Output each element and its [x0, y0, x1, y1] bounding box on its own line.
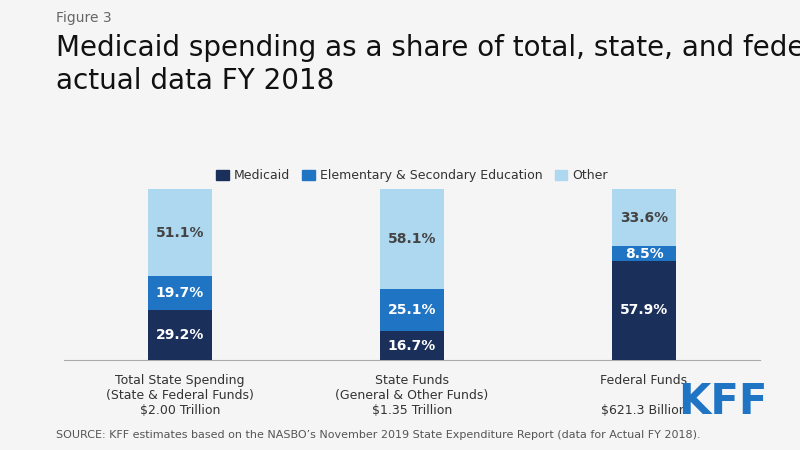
- Text: KFF: KFF: [678, 381, 768, 423]
- Bar: [611, 261, 677, 360]
- Text: 25.1%: 25.1%: [388, 303, 436, 317]
- Text: 33.6%: 33.6%: [620, 211, 668, 225]
- Text: 58.1%: 58.1%: [388, 232, 436, 246]
- Bar: [611, 247, 677, 261]
- Bar: [611, 189, 677, 247]
- Bar: [147, 189, 213, 276]
- Bar: [147, 310, 213, 360]
- Text: 51.1%: 51.1%: [156, 226, 204, 240]
- Text: 16.7%: 16.7%: [388, 339, 436, 353]
- Text: 19.7%: 19.7%: [156, 286, 204, 300]
- Bar: [379, 189, 445, 288]
- Text: 29.2%: 29.2%: [156, 328, 204, 342]
- Legend: Medicaid, Elementary & Secondary Education, Other: Medicaid, Elementary & Secondary Educati…: [211, 164, 613, 188]
- Bar: [147, 276, 213, 310]
- Bar: [379, 332, 445, 360]
- Text: Figure 3: Figure 3: [56, 11, 112, 25]
- Text: SOURCE: KFF estimates based on the NASBO’s November 2019 State Expenditure Repor: SOURCE: KFF estimates based on the NASBO…: [56, 430, 701, 440]
- Bar: [379, 288, 445, 332]
- Text: 57.9%: 57.9%: [620, 303, 668, 318]
- Text: Medicaid spending as a share of total, state, and federal funds,
actual data FY : Medicaid spending as a share of total, s…: [56, 34, 800, 95]
- Text: 8.5%: 8.5%: [625, 247, 663, 261]
